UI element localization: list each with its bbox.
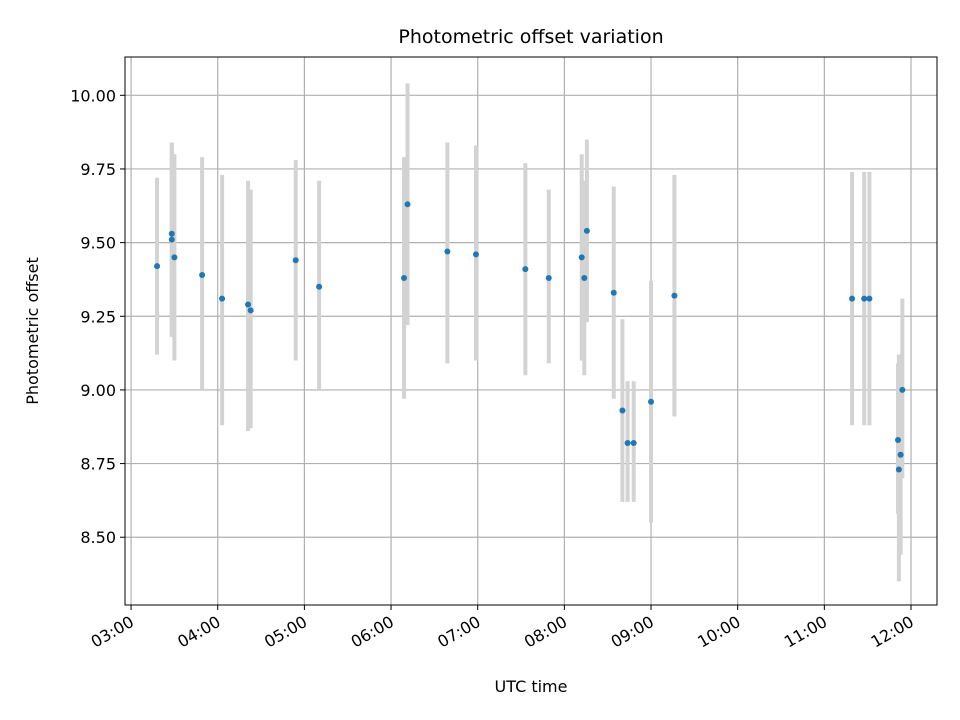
chart-title: Photometric offset variation xyxy=(398,26,663,48)
data-point xyxy=(171,254,178,261)
data-point xyxy=(895,437,902,444)
data-point xyxy=(401,274,408,281)
data-point xyxy=(897,451,904,458)
data-points xyxy=(154,201,906,473)
data-point xyxy=(648,398,655,405)
data-point xyxy=(292,257,299,264)
y-axis-title: Photometric offset xyxy=(23,257,42,405)
data-point xyxy=(624,439,631,446)
data-point xyxy=(861,295,868,302)
data-point xyxy=(899,386,906,393)
data-point xyxy=(610,289,617,296)
y-tick-label: 9.00 xyxy=(80,381,116,400)
data-point xyxy=(581,274,588,281)
data-point xyxy=(583,227,590,234)
data-point xyxy=(545,274,552,281)
data-point xyxy=(245,301,252,308)
data-point xyxy=(316,283,323,290)
y-tick-label: 10.00 xyxy=(70,86,116,105)
data-point xyxy=(619,407,626,414)
x-axis-title: UTC time xyxy=(495,677,568,696)
data-point xyxy=(895,466,902,473)
data-point xyxy=(472,251,479,258)
data-point xyxy=(168,230,175,237)
y-tick-label: 9.25 xyxy=(80,307,116,326)
data-point xyxy=(522,266,529,273)
grid xyxy=(125,57,937,605)
data-point xyxy=(404,201,411,208)
data-point xyxy=(866,295,873,302)
data-point xyxy=(247,307,254,314)
data-point xyxy=(168,236,175,243)
data-point xyxy=(671,292,678,299)
data-point xyxy=(219,295,226,302)
data-point xyxy=(154,263,161,270)
data-point xyxy=(578,254,585,261)
data-point xyxy=(849,295,856,302)
plot-frame xyxy=(124,56,938,606)
y-tick-label: 9.75 xyxy=(80,160,116,179)
data-point xyxy=(630,439,637,446)
data-point xyxy=(444,248,451,255)
y-tick-label: 8.75 xyxy=(80,455,116,474)
y-tick-label: 9.50 xyxy=(80,234,116,253)
y-tick-label: 8.50 xyxy=(80,528,116,547)
y-axis: 8.50 8.75 9.00 9.25 9.50 9.75 10.00 xyxy=(70,86,125,547)
data-point xyxy=(199,272,206,279)
